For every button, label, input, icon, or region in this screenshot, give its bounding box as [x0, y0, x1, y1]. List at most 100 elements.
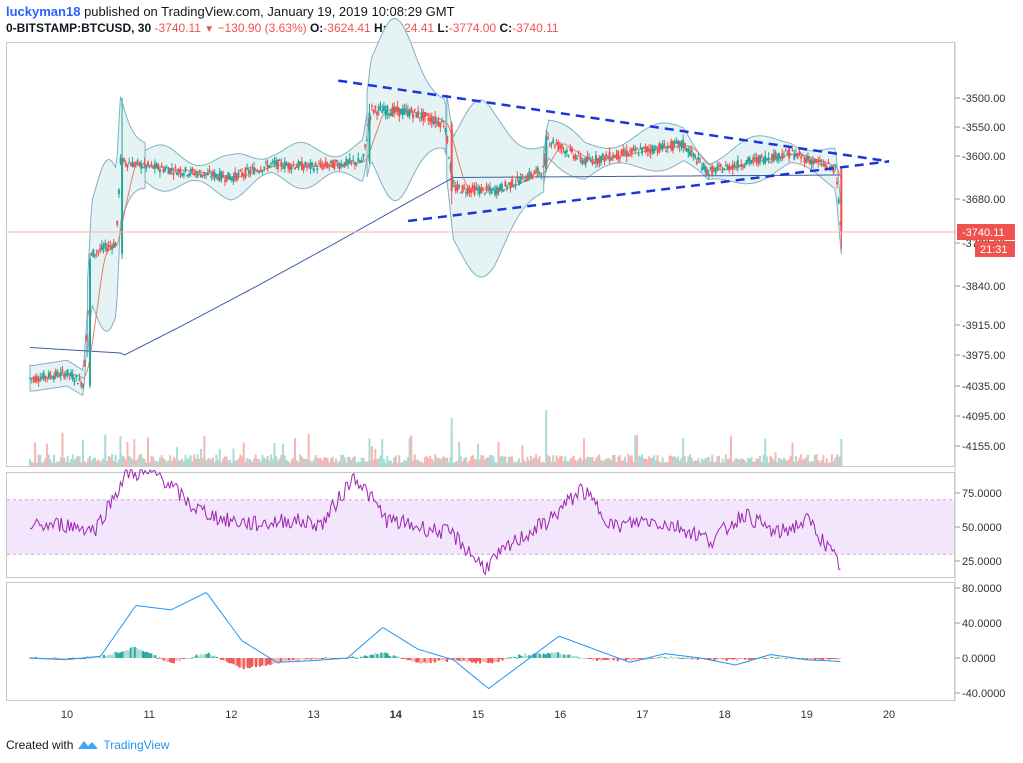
candle-body — [167, 169, 170, 175]
candle-body — [347, 160, 350, 164]
macd-histogram-bar — [380, 652, 383, 658]
macd-histogram-bar — [458, 658, 461, 661]
volume-bar — [748, 458, 751, 466]
macd-histogram-bar — [105, 656, 108, 658]
macd-histogram-bar — [154, 655, 157, 658]
macd-histogram-bar — [750, 658, 753, 660]
macd-histogram-bar — [684, 658, 687, 659]
macd-histogram-bar — [460, 658, 463, 663]
volume-bar — [128, 455, 131, 466]
candle-body — [707, 173, 710, 176]
candle-body — [490, 189, 493, 194]
volume-bar — [582, 438, 585, 466]
macd-histogram-bar — [68, 658, 71, 659]
volume-bar — [165, 461, 168, 466]
volume-bar — [584, 459, 587, 466]
volume-bar — [162, 458, 165, 466]
macd-histogram-bar — [565, 655, 568, 658]
macd-histogram-bar — [559, 653, 562, 658]
volume-bar — [794, 455, 797, 466]
candle-body — [186, 175, 189, 177]
macd-histogram-bar — [649, 657, 652, 659]
candle-body — [398, 107, 401, 117]
rsi-pane — [7, 468, 954, 576]
candle-body — [155, 164, 158, 169]
candle-body — [114, 243, 117, 247]
volume-bar — [704, 458, 707, 466]
candle-body — [80, 382, 83, 387]
volume-bar — [485, 457, 488, 466]
candle-body — [254, 169, 257, 171]
rsi-band — [7, 499, 954, 555]
macd-histogram-bar — [579, 657, 582, 659]
volume-bar — [131, 459, 134, 466]
candle-body — [417, 111, 420, 118]
volume-bar — [400, 462, 403, 466]
candle-body — [468, 188, 471, 193]
macd-histogram-bar — [119, 652, 122, 658]
username-link[interactable]: luckyman18 — [6, 4, 81, 19]
volume-bar — [288, 462, 291, 466]
volume-bar — [411, 460, 414, 466]
candle-body — [771, 154, 774, 161]
macd-histogram-bar — [612, 658, 615, 661]
tradingview-logo-icon — [78, 741, 99, 749]
macd-histogram-bar — [696, 658, 699, 660]
volume-bar — [237, 458, 240, 466]
volume-bar — [105, 461, 108, 466]
tradingview-brand-link[interactable]: TradingView — [103, 738, 170, 752]
volume-bar — [800, 454, 803, 466]
volume-bar — [211, 457, 214, 466]
macd-histogram-bar — [183, 658, 186, 659]
macd-histogram-bar — [725, 658, 728, 661]
candle-body — [504, 181, 507, 187]
candle-body — [227, 172, 230, 180]
macd-histogram-bar — [596, 658, 599, 661]
volume-bar — [124, 460, 127, 466]
volume-bar — [63, 457, 66, 466]
volume-spike — [840, 439, 843, 466]
volume-bar — [336, 462, 339, 466]
volume-bar — [153, 460, 156, 466]
candle-body — [229, 176, 232, 180]
macd-histogram-bar — [84, 657, 87, 659]
candle-body — [319, 162, 322, 166]
candle-body — [379, 106, 382, 108]
macd-histogram-bar — [816, 657, 819, 659]
volume-bar — [99, 461, 102, 466]
macd-histogram-bar — [772, 657, 775, 659]
volume-bar — [499, 456, 502, 466]
volume-bar — [541, 461, 544, 466]
volume-bar — [333, 461, 336, 466]
candle-body — [287, 162, 290, 169]
candle-body — [143, 161, 146, 165]
volume-bar — [374, 448, 377, 466]
volume-bar — [613, 454, 616, 466]
candle-body — [813, 158, 816, 163]
candle-body — [538, 172, 541, 174]
candle-body — [675, 141, 678, 143]
candle-body — [198, 170, 201, 172]
macd-histogram-bar — [382, 653, 385, 658]
candle-body — [358, 161, 361, 163]
volume-bar — [30, 461, 33, 466]
volume-bar — [598, 454, 601, 466]
volume-bar — [519, 462, 522, 466]
candle-body — [184, 167, 187, 172]
macd-histogram-bar — [826, 658, 829, 659]
volume-bar — [299, 454, 302, 466]
macd-histogram-bar — [361, 655, 364, 658]
candle-body — [393, 106, 396, 113]
volume-bar — [230, 462, 233, 466]
macd-histogram-bar — [583, 658, 586, 659]
candle-body — [252, 167, 255, 175]
time-axis-label: 16 — [554, 709, 566, 721]
volume-bar — [712, 462, 715, 466]
volume-bar — [454, 461, 457, 466]
candle-body — [102, 246, 105, 249]
volume-bar — [635, 434, 638, 466]
candle-body — [348, 158, 351, 164]
candle-body — [779, 156, 782, 158]
candle-body — [665, 151, 668, 153]
